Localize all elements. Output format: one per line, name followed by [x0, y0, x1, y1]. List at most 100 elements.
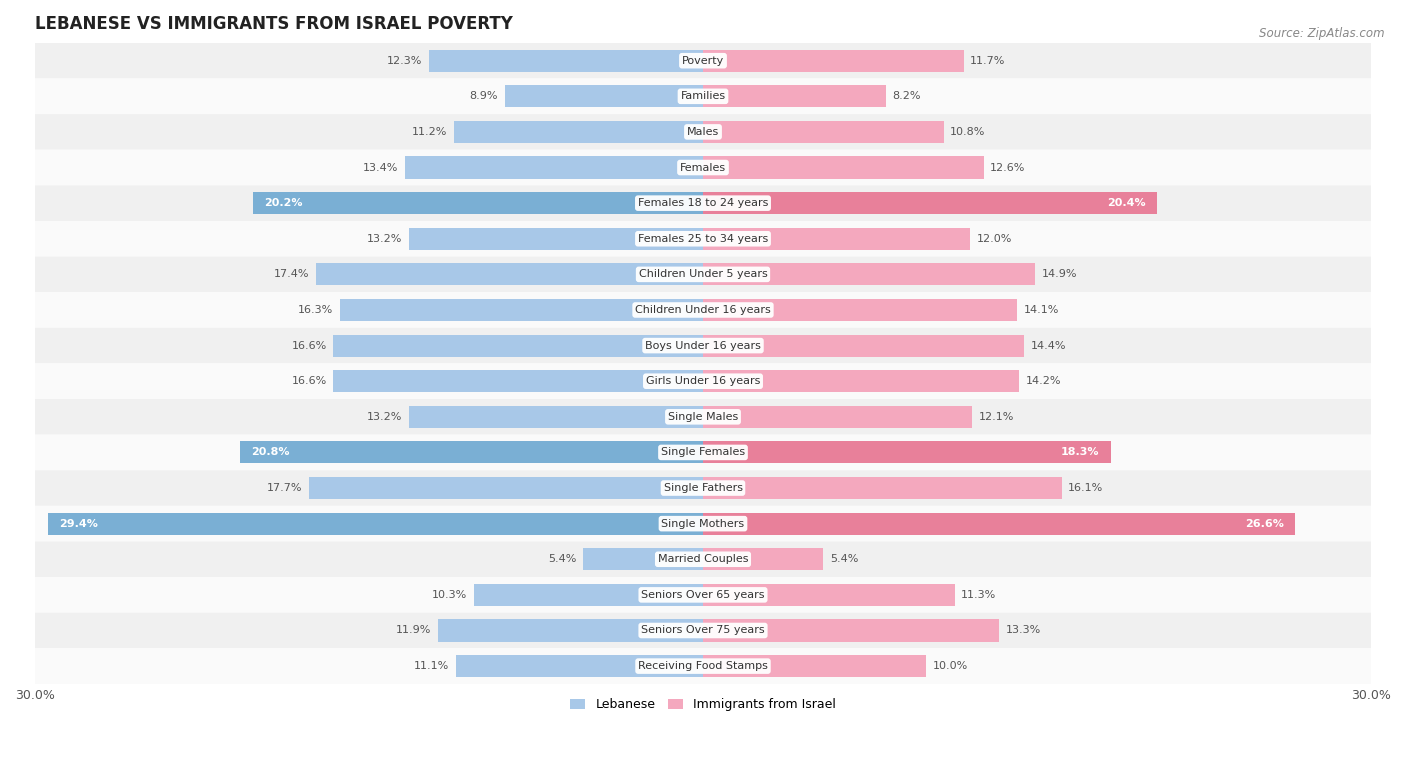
Text: Families: Families	[681, 91, 725, 102]
Bar	[703, 192, 1157, 215]
Text: 14.1%: 14.1%	[1024, 305, 1059, 315]
Bar	[405, 156, 703, 179]
Text: 17.7%: 17.7%	[267, 483, 302, 493]
FancyBboxPatch shape	[35, 221, 1371, 256]
FancyBboxPatch shape	[35, 434, 1371, 470]
Text: 11.7%: 11.7%	[970, 55, 1005, 66]
Bar	[429, 50, 703, 72]
Text: Single Males: Single Males	[668, 412, 738, 421]
FancyBboxPatch shape	[35, 506, 1371, 541]
FancyBboxPatch shape	[35, 79, 1371, 114]
FancyBboxPatch shape	[35, 363, 1371, 399]
Bar	[703, 477, 1062, 499]
Text: 13.3%: 13.3%	[1005, 625, 1040, 635]
Bar	[703, 441, 1111, 463]
Text: 20.8%: 20.8%	[250, 447, 290, 457]
FancyBboxPatch shape	[35, 186, 1371, 221]
Bar	[48, 512, 703, 534]
Bar	[340, 299, 703, 321]
Text: 5.4%: 5.4%	[548, 554, 576, 564]
Bar	[703, 548, 824, 570]
Text: 16.6%: 16.6%	[291, 376, 326, 387]
Text: 14.2%: 14.2%	[1026, 376, 1062, 387]
Text: 8.9%: 8.9%	[470, 91, 498, 102]
Bar	[703, 370, 1019, 392]
Text: 13.4%: 13.4%	[363, 162, 398, 173]
Text: 17.4%: 17.4%	[273, 269, 309, 280]
Bar	[703, 156, 984, 179]
Text: 11.3%: 11.3%	[962, 590, 997, 600]
Bar	[703, 263, 1035, 286]
Text: 13.2%: 13.2%	[367, 412, 402, 421]
Text: 5.4%: 5.4%	[830, 554, 858, 564]
Text: Married Couples: Married Couples	[658, 554, 748, 564]
Text: 12.3%: 12.3%	[387, 55, 422, 66]
FancyBboxPatch shape	[35, 292, 1371, 327]
Text: Females: Females	[681, 162, 725, 173]
Bar	[703, 406, 973, 428]
FancyBboxPatch shape	[35, 541, 1371, 577]
Text: 12.6%: 12.6%	[990, 162, 1025, 173]
Bar	[474, 584, 703, 606]
FancyBboxPatch shape	[35, 470, 1371, 506]
Bar	[703, 121, 943, 143]
Text: Children Under 5 years: Children Under 5 years	[638, 269, 768, 280]
FancyBboxPatch shape	[35, 327, 1371, 363]
Text: 11.1%: 11.1%	[413, 661, 449, 671]
Text: Poverty: Poverty	[682, 55, 724, 66]
Bar	[703, 512, 1295, 534]
Text: 18.3%: 18.3%	[1062, 447, 1099, 457]
Bar	[703, 85, 886, 108]
Bar	[582, 548, 703, 570]
Text: Receiving Food Stamps: Receiving Food Stamps	[638, 661, 768, 671]
Bar	[703, 227, 970, 250]
FancyBboxPatch shape	[35, 577, 1371, 612]
Text: Females 25 to 34 years: Females 25 to 34 years	[638, 233, 768, 244]
Bar	[240, 441, 703, 463]
Bar	[454, 121, 703, 143]
Text: Seniors Over 75 years: Seniors Over 75 years	[641, 625, 765, 635]
Bar	[315, 263, 703, 286]
Bar	[333, 370, 703, 392]
Text: 20.2%: 20.2%	[264, 198, 302, 208]
Bar	[409, 227, 703, 250]
Text: 11.9%: 11.9%	[396, 625, 432, 635]
Text: 11.2%: 11.2%	[412, 127, 447, 137]
FancyBboxPatch shape	[35, 399, 1371, 434]
Bar	[703, 619, 1000, 641]
Bar	[253, 192, 703, 215]
Bar	[703, 299, 1017, 321]
Text: Males: Males	[688, 127, 718, 137]
Text: 10.0%: 10.0%	[932, 661, 967, 671]
Text: Seniors Over 65 years: Seniors Over 65 years	[641, 590, 765, 600]
Bar	[703, 655, 925, 677]
FancyBboxPatch shape	[35, 256, 1371, 292]
Text: 12.1%: 12.1%	[979, 412, 1015, 421]
Bar	[703, 334, 1024, 356]
Text: LEBANESE VS IMMIGRANTS FROM ISRAEL POVERTY: LEBANESE VS IMMIGRANTS FROM ISRAEL POVER…	[35, 15, 513, 33]
Text: Females 18 to 24 years: Females 18 to 24 years	[638, 198, 768, 208]
Text: 16.6%: 16.6%	[291, 340, 326, 351]
Text: Single Females: Single Females	[661, 447, 745, 457]
Text: Boys Under 16 years: Boys Under 16 years	[645, 340, 761, 351]
Text: 13.2%: 13.2%	[367, 233, 402, 244]
FancyBboxPatch shape	[35, 43, 1371, 79]
Bar	[703, 584, 955, 606]
FancyBboxPatch shape	[35, 114, 1371, 150]
Bar	[439, 619, 703, 641]
Bar	[309, 477, 703, 499]
FancyBboxPatch shape	[35, 150, 1371, 186]
Text: Children Under 16 years: Children Under 16 years	[636, 305, 770, 315]
FancyBboxPatch shape	[35, 648, 1371, 684]
Text: Girls Under 16 years: Girls Under 16 years	[645, 376, 761, 387]
Text: 29.4%: 29.4%	[59, 518, 98, 528]
Text: 16.3%: 16.3%	[298, 305, 333, 315]
Text: 10.3%: 10.3%	[432, 590, 467, 600]
Bar	[505, 85, 703, 108]
Text: 14.9%: 14.9%	[1042, 269, 1077, 280]
Text: 8.2%: 8.2%	[893, 91, 921, 102]
Bar	[456, 655, 703, 677]
Text: 16.1%: 16.1%	[1069, 483, 1104, 493]
FancyBboxPatch shape	[35, 612, 1371, 648]
Bar	[333, 334, 703, 356]
